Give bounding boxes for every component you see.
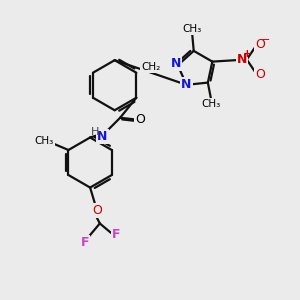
Text: N: N [171, 57, 181, 70]
Text: N: N [181, 78, 192, 91]
Text: N: N [237, 53, 247, 66]
Text: N: N [97, 130, 108, 142]
Text: CH₃: CH₃ [182, 24, 201, 34]
Text: +: + [242, 49, 251, 59]
Text: H: H [91, 128, 100, 137]
Text: F: F [81, 236, 89, 248]
Text: O: O [255, 38, 265, 51]
Text: CH₃: CH₃ [35, 136, 54, 146]
Text: −: − [261, 34, 270, 44]
Text: O: O [135, 113, 145, 126]
Text: F: F [112, 228, 121, 241]
Text: O: O [92, 204, 102, 217]
Text: CH₃: CH₃ [202, 99, 221, 109]
Text: CH₂: CH₂ [141, 62, 160, 72]
Text: O: O [255, 68, 265, 81]
